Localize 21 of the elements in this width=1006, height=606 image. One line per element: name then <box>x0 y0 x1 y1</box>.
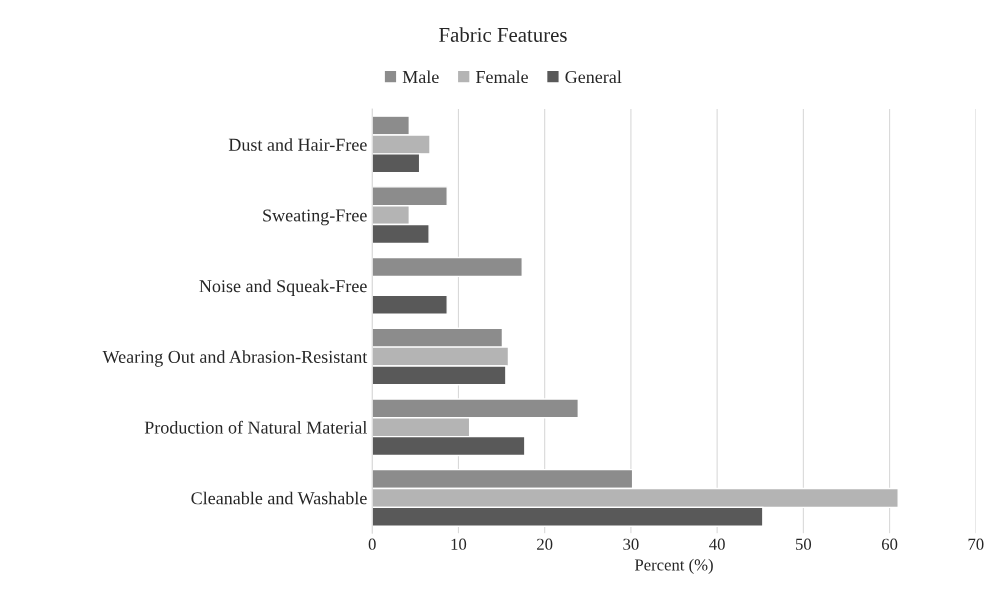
bar <box>372 294 448 315</box>
chart-title: Fabric Features <box>439 27 567 42</box>
y-tick-label: Dust and Hair-Free <box>228 138 367 151</box>
x-tick-label: 40 <box>709 538 725 550</box>
y-tick-label: Noise and Squeak-Free <box>199 279 367 296</box>
bar <box>372 256 523 278</box>
x-tick-label: 10 <box>451 538 467 550</box>
y-tick-label: Sweating-Free <box>263 209 367 226</box>
x-tick-label: 60 <box>881 538 898 550</box>
x-axis-title: Percent (%) <box>634 558 713 574</box>
x-tick-label: 0 <box>368 538 376 550</box>
y-tick-label: Production of Natural Material <box>144 420 367 434</box>
y-tick-label: Cleanable and Washable <box>191 491 367 505</box>
y-tick-label: Wearing Out and Abrasion-Resistant <box>102 350 368 367</box>
legend-label: General <box>565 70 622 84</box>
x-tick-label: 70 <box>968 538 984 550</box>
x-tick-label: 20 <box>537 538 553 550</box>
x-tick-label: 50 <box>796 538 812 550</box>
legend-label: Female <box>475 70 528 84</box>
x-tick-label: 30 <box>623 538 639 550</box>
legend-label: Male <box>402 70 439 84</box>
